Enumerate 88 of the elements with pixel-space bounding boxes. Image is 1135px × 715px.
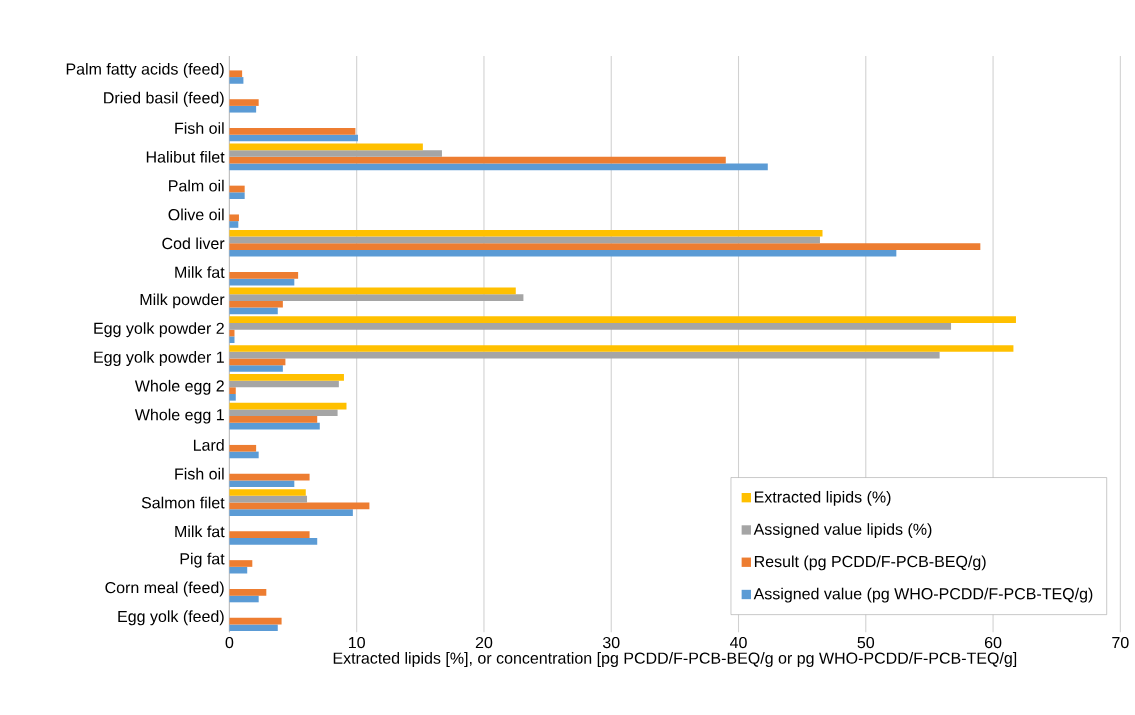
bar (229, 99, 259, 106)
x-tick-label: 50 (857, 636, 875, 649)
bar (229, 128, 356, 135)
bar (229, 150, 442, 157)
bar (229, 156, 726, 164)
bar (229, 365, 283, 372)
bar (229, 566, 248, 574)
bar (229, 134, 358, 142)
bar (229, 473, 310, 481)
x-tick-label: 30 (602, 636, 620, 649)
y-tick-label: Whole egg 2 (134, 379, 224, 395)
bar (229, 192, 245, 200)
bar (229, 409, 338, 417)
bar (229, 185, 245, 193)
bar (229, 294, 524, 301)
x-tick-label: 0 (225, 636, 234, 649)
bar (229, 422, 320, 430)
bar (229, 278, 295, 286)
bar (229, 402, 347, 410)
bar (229, 624, 278, 632)
bar (229, 358, 286, 366)
bar (229, 345, 1014, 352)
bar (229, 489, 306, 496)
bar (229, 444, 257, 452)
x-tick-label: 10 (348, 636, 365, 649)
bar (229, 229, 823, 237)
bar (229, 538, 318, 545)
bar (229, 394, 236, 401)
y-tick-label: Olive oil (168, 208, 224, 221)
y-tick-label: Lard (193, 439, 224, 451)
bar (229, 595, 259, 603)
x-tick-label: 20 (475, 636, 493, 649)
y-tick-label: Whole egg 1 (134, 408, 224, 424)
y-tick-label: Fish oil (175, 467, 224, 480)
y-tick-label: Halibut filet (146, 151, 225, 163)
y-tick-label: Milk powder (140, 293, 225, 309)
bar (229, 451, 259, 459)
bar (229, 214, 239, 222)
bar (229, 336, 235, 344)
bar (229, 480, 295, 488)
bar (229, 374, 344, 381)
bar (229, 351, 940, 359)
bar (229, 589, 267, 596)
bar (229, 243, 981, 250)
bar (229, 221, 239, 228)
bar (229, 560, 253, 567)
y-tick-label: Dried basil (feed) (104, 91, 224, 107)
y-tick-label: Palm oil (169, 179, 224, 192)
bar (229, 509, 353, 516)
y-tick-label: Egg yolk powder 1 (94, 351, 224, 367)
bar (229, 163, 768, 171)
bar (229, 70, 243, 78)
bar (229, 143, 423, 151)
bar (229, 495, 308, 503)
y-tick-label: Cod liver (162, 237, 225, 250)
bar (229, 105, 257, 113)
bar (229, 272, 299, 279)
legend-label: Extracted lipids (%) (754, 490, 891, 506)
y-tick-label: Pig fat (180, 552, 225, 568)
y-tick-label: Fish oil (175, 122, 224, 134)
bar (229, 300, 283, 308)
y-tick-label: Milk fat (175, 266, 225, 279)
bar (229, 316, 1016, 324)
legend-label: Assigned value (pg WHO-PCDD/F-PCB-TEQ/g) (753, 587, 1093, 603)
bar (229, 287, 516, 295)
bar (229, 250, 897, 257)
y-tick-label: Palm fatty acids (feed) (66, 63, 224, 78)
legend-label: Assigned value lipids (%) (753, 523, 932, 539)
x-tick-label: 40 (729, 636, 747, 649)
bar (229, 387, 236, 395)
y-tick-label: Egg yolk (feed) (118, 610, 224, 626)
legend-label: Result (pg PCDD/F-PCB-BEQ/g) (754, 555, 986, 571)
bar (229, 502, 370, 510)
bar (229, 380, 339, 388)
bar (229, 307, 278, 315)
y-tick-label: Egg yolk powder 2 (94, 322, 224, 338)
bar (229, 531, 310, 539)
bar (229, 236, 820, 244)
bar (229, 617, 282, 625)
y-tick-label: Corn meal (feed) (105, 581, 224, 597)
x-tick-label: 60 (984, 636, 1002, 649)
y-tick-label: Salmon filet (141, 496, 225, 509)
x-tick-label: 70 (1112, 636, 1129, 649)
x-axis-title: Extracted lipids [%], or concentration [pg PCDD/F-PCB-BEQ/g or pg WHO-PCDD/F-PCB-TEQ/g] (333, 652, 1017, 668)
bar (229, 323, 952, 330)
bar (229, 416, 318, 423)
y-tick-label: Milk fat (175, 525, 225, 538)
bar (229, 77, 244, 84)
